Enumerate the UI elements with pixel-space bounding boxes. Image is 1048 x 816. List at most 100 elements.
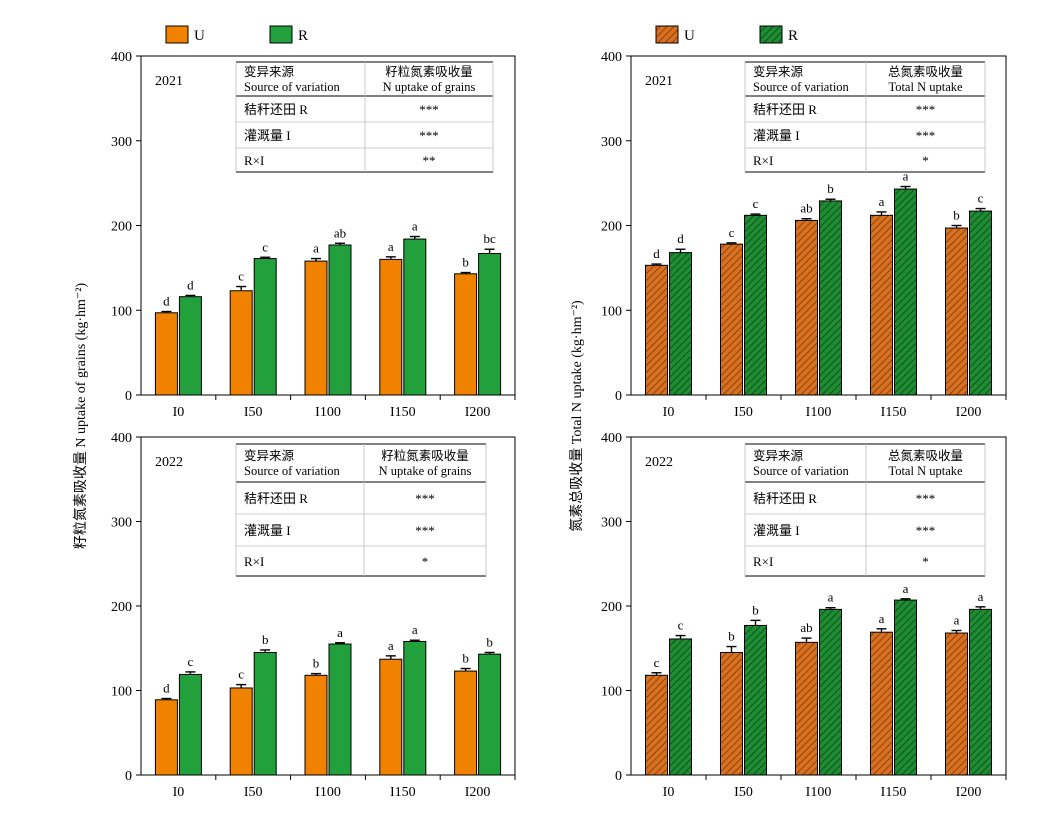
bar-u — [229, 687, 253, 776]
legend-left: U R — [165, 25, 308, 44]
legend-r-label: R — [298, 28, 308, 44]
bar-r — [819, 608, 842, 776]
bar-u — [945, 227, 968, 396]
legend-u-label: U — [684, 28, 695, 44]
table-header-metric-en: Total N uptake — [888, 464, 963, 478]
legend-r-hatched-swatch — [759, 25, 783, 44]
table-row-significance: *** — [415, 523, 435, 538]
legend-r-swatch — [269, 25, 293, 44]
bar-r — [819, 200, 842, 396]
bar-r — [744, 624, 767, 776]
x-tick-label: I200 — [465, 405, 491, 420]
table-row-significance: *** — [419, 128, 439, 143]
table-row-significance: * — [422, 554, 429, 569]
x-tick-label: I200 — [465, 785, 491, 800]
y-tick-label: 0 — [615, 769, 622, 784]
bar-r — [894, 188, 917, 396]
bar-r — [178, 673, 202, 776]
chart-panels: 0100200300400I0ddI50ccI100aabI150aaI200b… — [111, 50, 1007, 800]
significance-letter: b — [313, 656, 320, 671]
bar-u — [795, 641, 818, 776]
table-row-significance: ** — [423, 153, 436, 168]
significance-letter: d — [677, 231, 684, 246]
significance-letter: c — [978, 191, 984, 206]
bar-r — [669, 252, 692, 396]
y-tick-label: 200 — [111, 600, 132, 615]
table-header-metric-en: N uptake of grains — [383, 80, 476, 94]
table-row-factor: 秸秆还田 R — [244, 491, 308, 506]
significance-letter: b — [752, 602, 759, 617]
y-tick-label: 300 — [601, 135, 622, 150]
significance-letter: c — [188, 654, 194, 669]
table-header-source-en: Source of variation — [753, 464, 850, 478]
table-row-factor: 灌溉量 I — [244, 128, 291, 143]
table-row-factor: R×I — [244, 554, 264, 569]
table-row-factor: 秸秆还田 R — [244, 102, 308, 117]
significance-letter: b — [262, 632, 269, 647]
x-tick-label: I50 — [734, 785, 753, 800]
significance-letter: a — [903, 169, 909, 184]
bar-u — [720, 243, 743, 396]
significance-letter: c — [753, 196, 759, 211]
significance-letter: a — [388, 638, 394, 653]
significance-letter: d — [163, 294, 170, 309]
y-tick-label: 0 — [125, 769, 132, 784]
bar-r — [403, 640, 427, 776]
table-row-factor: R×I — [753, 153, 773, 168]
table-row-factor: 灌溉量 I — [753, 128, 800, 143]
table-header-source-en: Source of variation — [244, 80, 341, 94]
y-tick-label: 400 — [601, 431, 622, 446]
table-header-source-en: Source of variation — [753, 80, 850, 94]
bar-u — [454, 670, 478, 776]
x-tick-label: I0 — [663, 785, 675, 800]
table-header-metric-cn: 总氮素吸收量 — [888, 448, 963, 463]
significance-letter: a — [388, 239, 394, 254]
chart-bottom-left: 0 100 200 300 400 I0 d c I50 c b I100 b a I150 a a I200 b b… — [111, 431, 516, 800]
bar-u — [795, 219, 818, 396]
table-row-factor: R×I — [753, 554, 773, 569]
x-tick-label: I200 — [956, 405, 982, 420]
x-tick-label: I50 — [244, 785, 263, 800]
chart-bottom-right: 0 100 200 300 400 I0 c c I50 b b I100 ab a I150 a a I200 a… — [601, 431, 1007, 800]
year-label: 2022 — [645, 455, 673, 470]
bar-u — [154, 699, 178, 776]
significance-letter: b — [462, 651, 469, 666]
bar-u — [454, 273, 478, 396]
table-row-significance: *** — [916, 491, 936, 506]
table-row-significance: *** — [419, 102, 439, 117]
significance-letter: ab — [334, 225, 346, 240]
table-row-significance: * — [922, 554, 929, 569]
bar-u — [304, 674, 328, 776]
table-header-source-cn: 变异来源 — [244, 448, 295, 463]
table-row-significance: *** — [916, 523, 936, 538]
significance-letter: a — [954, 613, 960, 628]
significance-letter: a — [879, 194, 885, 209]
bar-r — [403, 238, 427, 396]
significance-letter: a — [828, 590, 834, 605]
plot-frame — [140, 55, 516, 396]
significance-letter: a — [978, 589, 984, 604]
significance-letter: c — [262, 239, 268, 254]
table-header-source-cn: 变异来源 — [753, 64, 804, 79]
bar-u — [379, 658, 403, 776]
legend-u-swatch — [165, 25, 189, 44]
y-tick-label: 300 — [111, 135, 132, 150]
chart-top-left: 0100200300400I0ddI50ccI100aabI150aaI200b… — [111, 50, 516, 420]
bar-r — [744, 214, 767, 396]
table-row-significance: *** — [916, 102, 936, 117]
table-header-source-cn: 变异来源 — [244, 64, 295, 79]
ylabel-left: 籽粒氮素吸收量 N uptake of grains (kg·hm⁻²) — [73, 283, 89, 550]
table-header-metric-cn: 籽粒氮素吸收量 — [385, 64, 473, 79]
y-tick-label: 100 — [111, 685, 132, 700]
x-tick-label: I150 — [881, 785, 907, 800]
significance-letter: ab — [800, 201, 812, 216]
table-row-significance: *** — [415, 491, 435, 506]
significance-letter: a — [879, 611, 885, 626]
year-label: 2021 — [155, 74, 183, 89]
y-tick-label: 100 — [111, 304, 132, 319]
significance-letter: c — [654, 655, 660, 670]
